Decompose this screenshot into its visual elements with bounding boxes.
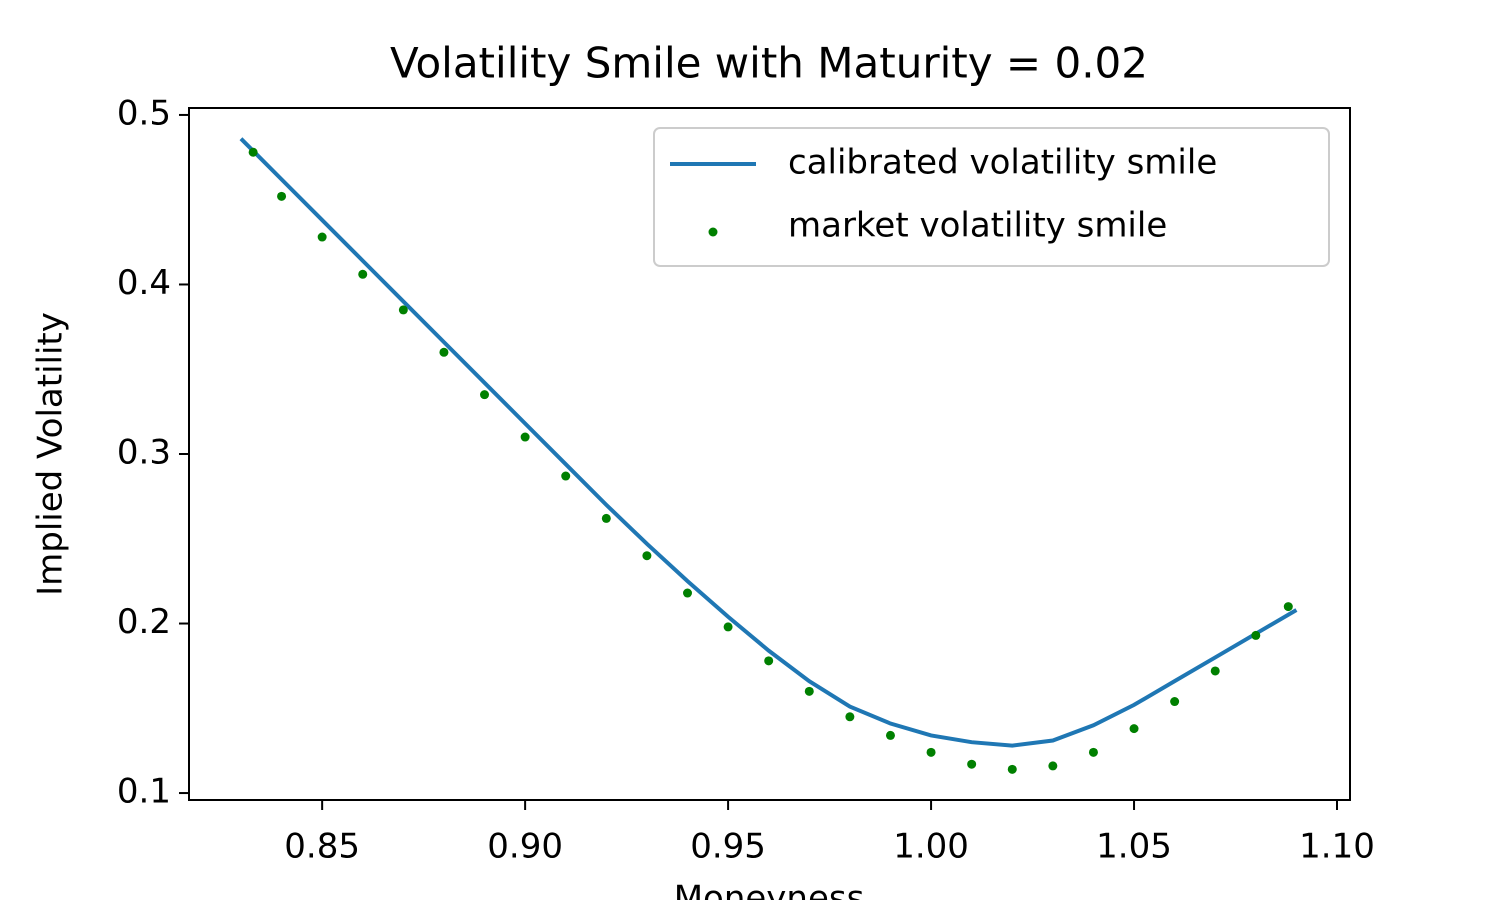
market-point: [967, 759, 977, 769]
market-point: [248, 147, 258, 157]
market-point: [642, 551, 652, 561]
market-point: [1283, 602, 1293, 612]
x-tick-label: 0.95: [690, 827, 766, 867]
market-point: [845, 712, 855, 722]
market-point: [561, 471, 571, 481]
market-point: [1170, 697, 1180, 707]
market-point: [682, 588, 692, 598]
market-point: [277, 191, 287, 201]
calibrated-line: [239, 137, 1298, 748]
market-point: [1088, 747, 1098, 757]
market-point: [1048, 761, 1058, 771]
chart-title: Volatility Smile with Maturity = 0.02: [390, 39, 1148, 88]
x-tick-label: 0.90: [487, 827, 563, 867]
legend-marker: [708, 227, 718, 237]
market-point: [1007, 764, 1017, 774]
y-tick-label: 0.2: [117, 602, 171, 642]
market-point: [1129, 724, 1139, 734]
y-tick-label: 0.5: [117, 93, 171, 133]
market-point: [926, 747, 936, 757]
y-axis-label: Implied Volatility: [31, 312, 71, 596]
market-point: [723, 622, 733, 632]
market-point: [398, 305, 408, 315]
plot-frame: [188, 107, 1351, 801]
market-point: [439, 347, 449, 357]
x-tick-label: 1.05: [1096, 827, 1172, 867]
market-point: [601, 513, 611, 523]
y-tick-label: 0.4: [117, 263, 171, 303]
x-axis-label: Moneyness: [674, 879, 865, 900]
market-point: [480, 390, 490, 400]
legend-box: [653, 127, 1330, 267]
x-tick-label: 1.00: [893, 827, 969, 867]
market-point: [520, 432, 530, 442]
legend-label: market volatility smile: [788, 206, 1167, 246]
market-point: [885, 730, 895, 740]
market-point: [1251, 630, 1261, 640]
market-point: [764, 656, 774, 666]
y-tick-label: 0.3: [117, 433, 171, 473]
market-point: [804, 686, 814, 696]
x-tick-label: 0.85: [284, 827, 360, 867]
market-point: [358, 269, 368, 279]
legend-label: calibrated volatility smile: [788, 143, 1217, 183]
x-tick-label: 1.10: [1299, 827, 1375, 867]
market-point: [317, 232, 327, 242]
market-point: [1210, 666, 1220, 676]
y-tick-label: 0.1: [117, 772, 171, 812]
